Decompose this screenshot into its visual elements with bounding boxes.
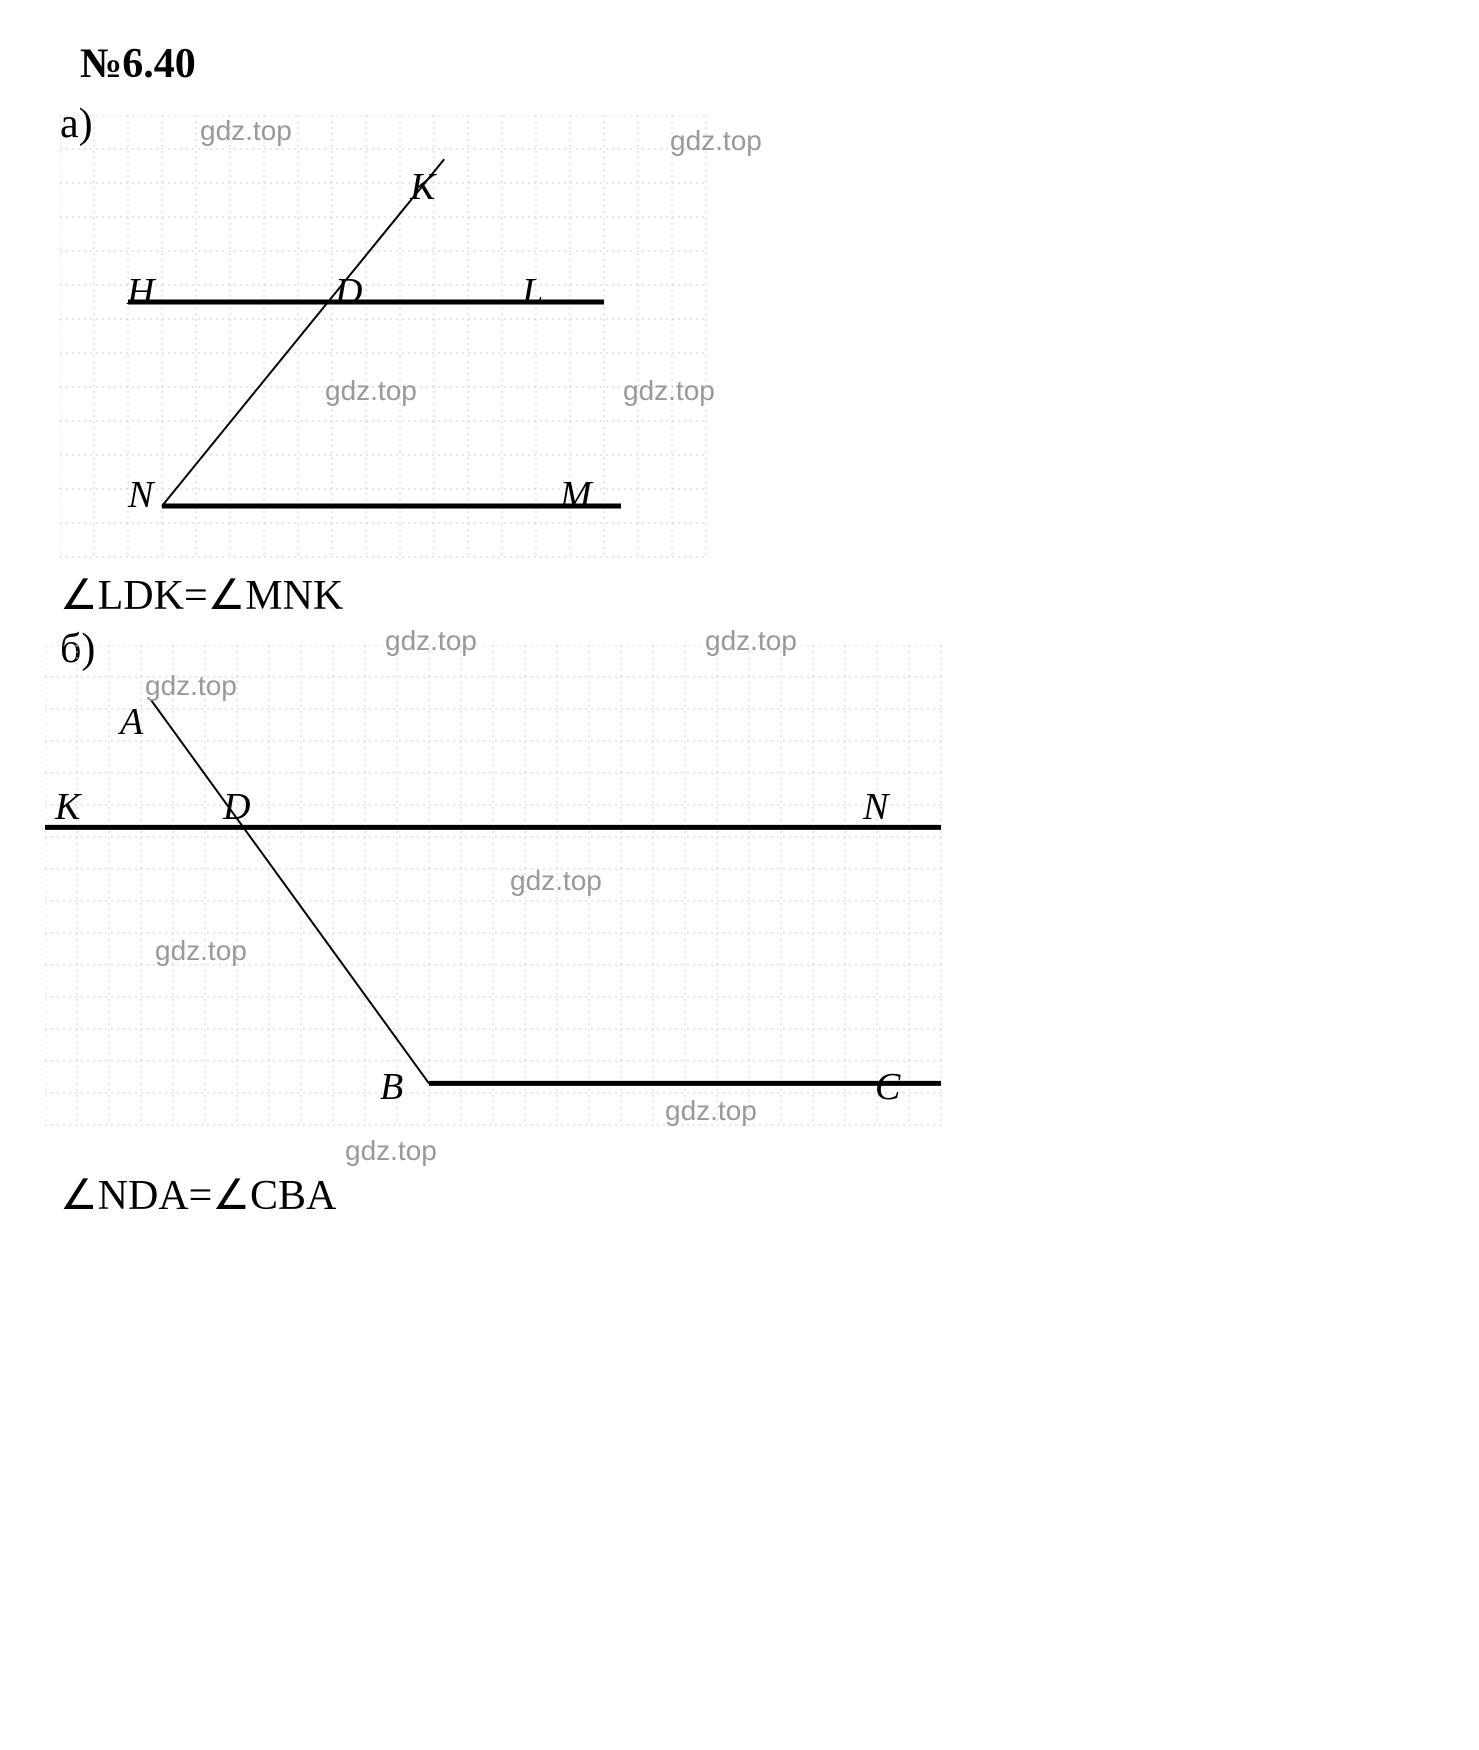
point-label-k: K [55,785,80,829]
point-label-b: B [380,1065,403,1109]
point-label-d: D [223,785,250,829]
point-label-k: K [410,165,435,209]
watermark: gdz.top [385,625,477,657]
point-label-h: H [127,270,154,314]
diagram-a [60,115,740,565]
watermark: gdz.top [155,935,247,967]
equation-b: ∠NDA=∠CBA [60,1170,336,1220]
watermark: gdz.top [705,625,797,657]
watermark: gdz.top [345,1135,437,1167]
point-label-l: L [522,270,543,314]
watermark: gdz.top [670,125,762,157]
point-label-n: N [128,473,153,517]
point-label-c: C [875,1065,900,1109]
watermark: gdz.top [145,670,237,702]
diagram-b [45,645,945,1135]
point-label-d: D [335,270,362,314]
point-label-a: A [120,700,143,744]
equation-a: ∠LDK=∠MNK [60,570,343,620]
watermark: gdz.top [325,375,417,407]
watermark: gdz.top [200,115,292,147]
watermark: gdz.top [510,865,602,897]
point-label-m: M [560,473,592,517]
problem-number: №6.40 [80,40,196,88]
point-label-n: N [863,785,888,829]
watermark: gdz.top [623,375,715,407]
watermark: gdz.top [665,1095,757,1127]
